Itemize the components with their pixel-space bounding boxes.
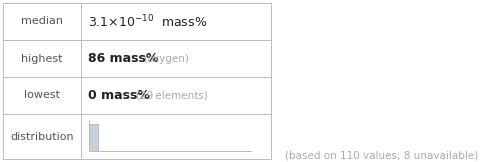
Text: highest: highest (21, 53, 63, 64)
Text: lowest: lowest (24, 91, 60, 100)
Text: (based on 110 values; 8 unavailable): (based on 110 values; 8 unavailable) (285, 150, 478, 160)
Text: distribution: distribution (10, 132, 74, 141)
Text: $3.1{\times}10^{-10}$  mass%: $3.1{\times}10^{-10}$ mass% (88, 13, 207, 30)
Text: 0 mass%: 0 mass% (88, 89, 150, 102)
Text: 86 mass%: 86 mass% (88, 52, 159, 65)
Text: (oxygen): (oxygen) (143, 53, 189, 64)
Bar (3, 114, 271, 159)
Bar (89, 124, 97, 151)
Text: median: median (21, 17, 63, 27)
Bar (3, 40, 271, 77)
Text: (29 elements): (29 elements) (136, 91, 208, 100)
Bar (3, 3, 271, 40)
Bar (3, 77, 271, 114)
